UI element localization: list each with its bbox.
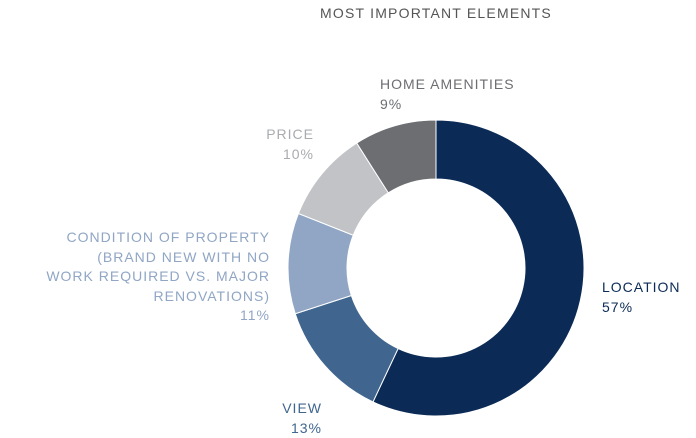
slice-label: HOME AMENITIES 9% [380, 75, 515, 114]
slice-label: PRICE 10% [266, 125, 314, 164]
category-label: CONDITION OF PROPERTY (BRAND NEW WITH NO… [46, 229, 270, 304]
category-label: HOME AMENITIES [380, 76, 515, 92]
slice-label: LOCATION 57% [602, 278, 681, 317]
value-label: 13% [290, 419, 322, 436]
category-label: PRICE [266, 126, 314, 142]
category-label: LOCATION [602, 279, 681, 295]
donut-slice [356, 119, 437, 194]
value-label: 10% [282, 145, 314, 162]
value-label: 11% [240, 307, 270, 323]
slice-label: VIEW 13% [282, 399, 322, 438]
slice-label: CONDITION OF PROPERTY (BRAND NEW WITH NO… [46, 228, 270, 326]
value-label: 57% [602, 298, 634, 315]
donut-slice [372, 119, 585, 417]
value-label: 9% [380, 95, 403, 112]
chart-title: MOST IMPORTANT ELEMENTS [320, 5, 552, 21]
category-label: VIEW [282, 400, 322, 416]
